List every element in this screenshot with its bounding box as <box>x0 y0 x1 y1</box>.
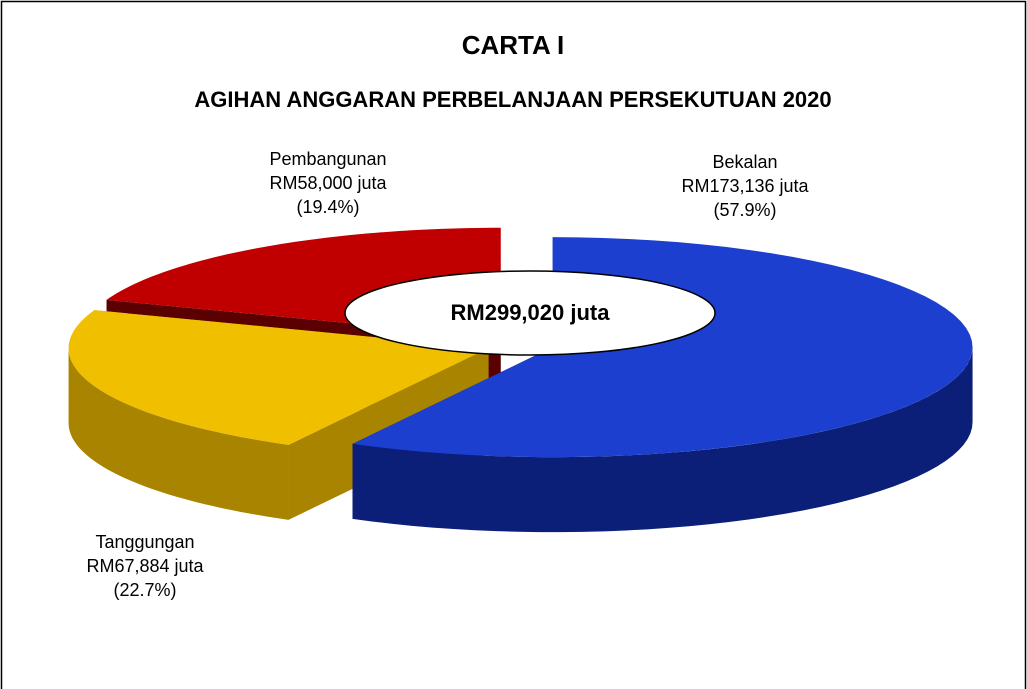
total-label: RM299,020 juta <box>451 300 611 325</box>
slice-percent-label: (57.9%) <box>713 200 776 220</box>
slice-category: Bekalan <box>712 152 777 172</box>
slice-category: Tanggungan <box>95 532 194 552</box>
slice-wall <box>68 348 289 520</box>
slice-value-label: RM67,884 juta <box>86 556 204 576</box>
slice-wall <box>352 347 973 533</box>
slice <box>68 310 489 445</box>
slice-percent-label: (19.4%) <box>296 197 359 217</box>
slice-percent-label: (22.7%) <box>113 580 176 600</box>
total-badge <box>344 270 716 356</box>
slice-value-label: RM58,000 juta <box>269 173 387 193</box>
chart-title: CARTA I <box>462 30 565 60</box>
slice-value-label: RM173,136 juta <box>681 176 809 196</box>
slice <box>352 237 973 458</box>
slice-category: Pembangunan <box>269 149 386 169</box>
chart-subtitle: AGIHAN ANGGARAN PERBELANJAAN PERSEKUTUAN… <box>194 87 831 112</box>
